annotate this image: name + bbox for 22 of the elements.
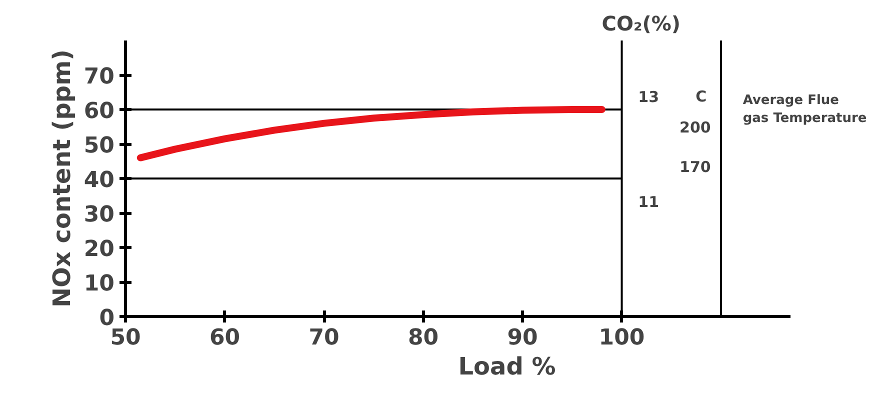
y-tick-label: 60 — [84, 99, 115, 124]
x-axis-title: Load % — [458, 352, 556, 380]
x-tick-label: 90 — [507, 326, 538, 350]
x-tick-label: 70 — [308, 326, 340, 350]
x-tick-label: 100 — [598, 326, 645, 350]
y-axis-title: NOx content (ppm) — [48, 49, 76, 308]
x-tick-label: 80 — [408, 326, 439, 350]
annotation: 11 — [638, 192, 660, 211]
x-tick-label: 50 — [110, 326, 141, 350]
annotation: 200 — [680, 118, 711, 136]
y-tick-label: 20 — [84, 237, 115, 262]
y-tick-label: 40 — [84, 168, 115, 193]
annotation: 13 — [638, 88, 660, 106]
annotation: 170 — [680, 158, 711, 176]
y2-axis-title: CO₂(%) — [602, 12, 681, 36]
annotation: Average Flue gas Temperature — [742, 93, 867, 126]
annotation: C — [696, 88, 707, 106]
y-tick-label: 30 — [84, 202, 115, 228]
x-tick-label: 60 — [209, 326, 240, 350]
y-tick-label: 70 — [84, 64, 115, 90]
y-tick-label: 50 — [84, 134, 115, 158]
y-tick-label: 10 — [84, 272, 115, 296]
